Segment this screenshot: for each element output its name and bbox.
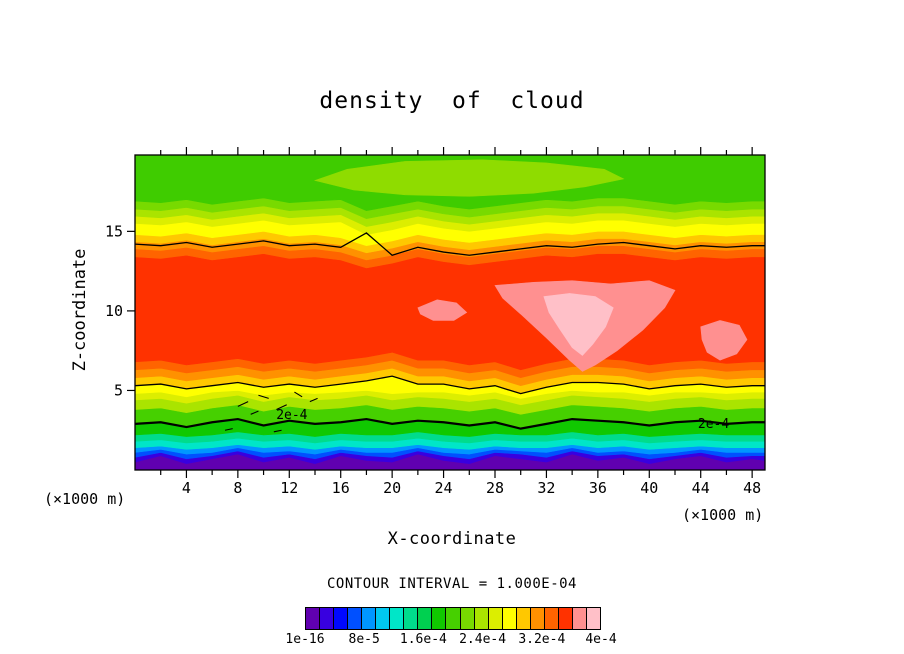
colorbar-cell: [348, 608, 363, 629]
contour-fragment: [276, 404, 287, 411]
colorbar-cell: [362, 608, 377, 629]
colorbar-tick-label: 1.6e-4: [399, 632, 447, 647]
colorbar-cell: [516, 608, 531, 629]
x-tick-label: 4: [182, 479, 191, 497]
contour-fragment: [294, 391, 303, 398]
colorbar-cell: [390, 608, 405, 629]
x-tick-label: 16: [332, 479, 350, 497]
colorbar-cell: [320, 608, 335, 629]
y-tick-label: 10: [105, 302, 123, 320]
plot-frame: [134, 154, 766, 471]
colorbar-cell: [460, 608, 475, 629]
contour-island: [417, 299, 468, 321]
contour-line: [135, 232, 765, 256]
contour-island: [543, 293, 614, 356]
x-tick-label: 20: [383, 479, 401, 497]
contour-fill-area: 2e-4 2e-4: [135, 155, 765, 470]
x-tick-label: 8: [233, 479, 242, 497]
x-tick-label: 40: [640, 479, 658, 497]
colorbar-cell: [334, 608, 349, 629]
colorbar-cell: [474, 608, 489, 629]
colorbar-labels: 1e-16 8e-5 1.6e-4 2.4e-4 3.2e-4 4e-4: [285, 632, 616, 648]
colorbar-cell: [432, 608, 447, 629]
contour-line: [135, 417, 765, 430]
colorbar-cell: [558, 608, 573, 629]
colorbar: [305, 607, 601, 630]
x-tick-label: 36: [589, 479, 607, 497]
x-tick-label: 28: [486, 479, 504, 497]
x-axis-label: X-coordinate: [387, 529, 517, 549]
contour-value-label: 2e-4: [276, 408, 307, 423]
colorbar-cell: [544, 608, 559, 629]
colorbar-cell: [572, 608, 587, 629]
x-tick-label: 32: [537, 479, 555, 497]
colorbar-tick-label: 3.2e-4: [518, 632, 566, 647]
y-tick-label: 5: [114, 381, 123, 399]
colorbar-cell: [502, 608, 517, 629]
colorbar-cell: [404, 608, 419, 629]
contour-island: [313, 159, 625, 197]
colorbar-cell: [586, 608, 600, 629]
colorbar-tick-label: 2.4e-4: [459, 632, 507, 647]
x-unit-label-left: (×1000 m): [44, 490, 126, 508]
colorbar-cell: [376, 608, 391, 629]
colorbar-tick-label: 4e-4: [585, 632, 617, 647]
x-tick-label: 44: [692, 479, 710, 497]
chart-title: density of cloud: [319, 88, 585, 114]
x-tick-label: 48: [743, 479, 761, 497]
colorbar-cell: [488, 608, 503, 629]
y-tick-label: 15: [105, 222, 123, 240]
x-tick-label: 24: [435, 479, 453, 497]
contour-fragment: [258, 394, 269, 399]
colorbar-cell: [306, 608, 321, 629]
contour-fragment: [237, 401, 249, 407]
contour-value-label: 2e-4: [698, 417, 729, 432]
contour-interval-label: CONTOUR INTERVAL = 1.000E-04: [326, 576, 577, 592]
contour-fragment: [224, 428, 233, 431]
contour-fragment: [250, 410, 259, 415]
colorbar-cell: [446, 608, 461, 629]
colorbar-cell: [418, 608, 433, 629]
y-axis-label: Z-coordinate: [70, 248, 90, 372]
contour-fragment: [309, 397, 318, 403]
contour-fragment: [273, 429, 282, 433]
contour-island: [700, 320, 748, 361]
colorbar-tick-label: 1e-16: [285, 632, 325, 647]
colorbar-cell: [530, 608, 545, 629]
x-tick-label: 12: [280, 479, 298, 497]
contour-line: [135, 375, 765, 395]
x-unit-label-right: (×1000 m): [682, 506, 764, 524]
colorbar-tick-label: 8e-5: [348, 632, 380, 647]
